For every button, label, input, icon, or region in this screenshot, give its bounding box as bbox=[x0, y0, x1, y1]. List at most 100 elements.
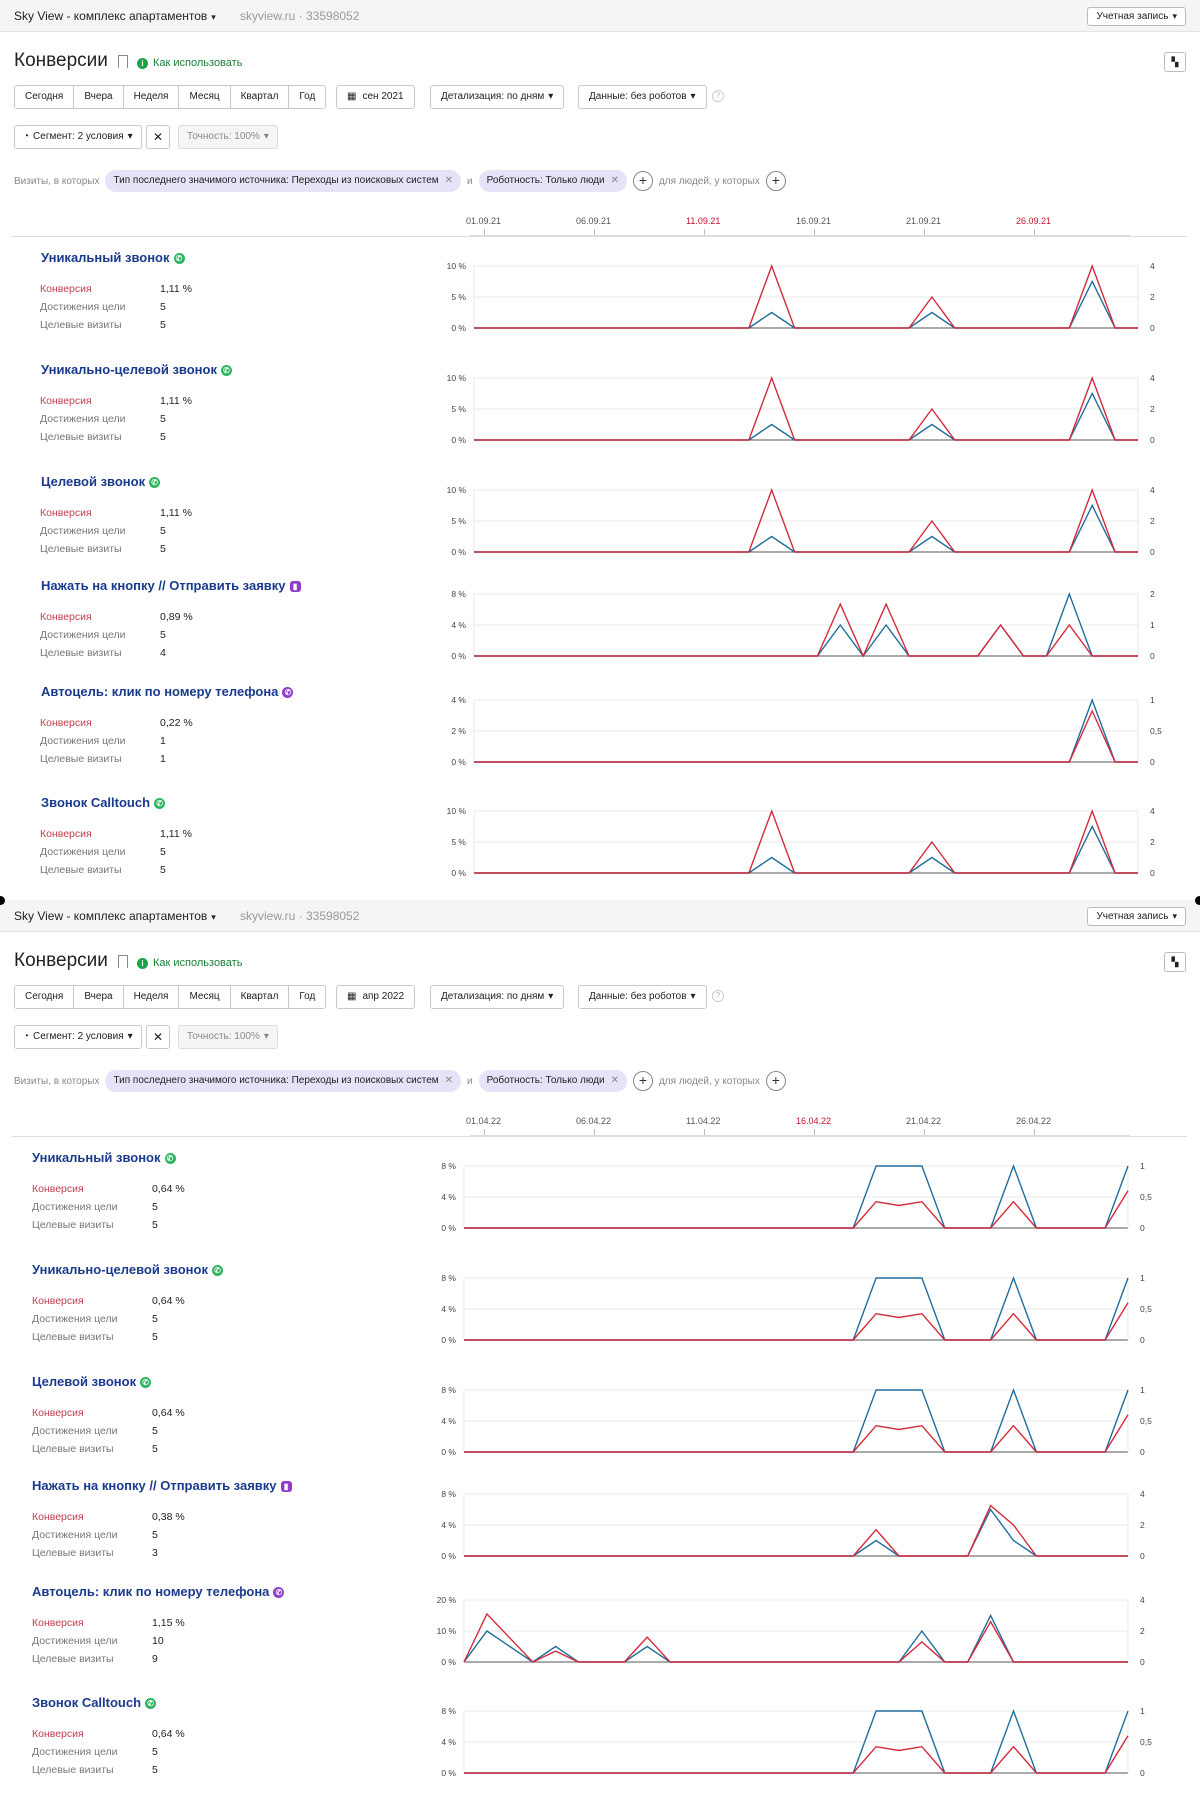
period-button[interactable]: Вчера bbox=[74, 86, 124, 108]
period-button[interactable]: Неделя bbox=[123, 86, 180, 108]
goal-reach-series-line bbox=[474, 824, 1138, 874]
detail-dropdown[interactable]: Детализация: по дням ▾ bbox=[430, 85, 565, 109]
period-button[interactable]: Вчера bbox=[74, 986, 124, 1008]
y-tick-left: 0 % bbox=[441, 1768, 456, 1778]
stat-row: Целевые визиты 5 bbox=[32, 1216, 185, 1234]
account-button[interactable]: Учетная запись ▾ bbox=[1087, 907, 1186, 926]
data-dropdown[interactable]: Данные: без роботов ▾ bbox=[578, 85, 707, 109]
close-icon[interactable]: ✕ bbox=[610, 175, 619, 186]
goal-stats: Конверсия 1,11 % Достижения цели 5 Целевые в… bbox=[40, 280, 192, 334]
period-button[interactable]: Месяц bbox=[179, 986, 231, 1008]
how-to-use-link[interactable]: i Как использовать bbox=[137, 957, 242, 969]
period-button[interactable]: Квартал bbox=[230, 986, 290, 1008]
axis-tick bbox=[924, 229, 925, 235]
add-people-condition-icon[interactable]: + bbox=[765, 171, 786, 191]
y-tick-left: 4 % bbox=[451, 695, 466, 705]
goal-name-link[interactable]: Нажать на кнопку // Отправить заявку ▮ bbox=[41, 578, 301, 593]
goal-name-link[interactable]: Нажать на кнопку // Отправить заявку ▮ bbox=[32, 1478, 292, 1493]
add-condition-icon[interactable]: + bbox=[632, 1071, 653, 1091]
close-icon[interactable]: ✕ bbox=[444, 1075, 454, 1086]
goal-name-link[interactable]: Уникально-целевой звонок ✆ bbox=[41, 362, 232, 377]
data-dropdown[interactable]: Данные: без роботов ▾ bbox=[578, 985, 707, 1009]
stat-label: Достижения цели bbox=[32, 1635, 118, 1647]
axis-tick bbox=[924, 1129, 925, 1135]
goal-stats: Конверсия 0,64 % Достижения цели 5 Целевые в… bbox=[32, 1725, 185, 1779]
stat-label: Целевые визиты bbox=[32, 1764, 114, 1776]
goal-name-link[interactable]: Автоцель: клик по номеру телефона ✆ bbox=[32, 1584, 285, 1599]
accuracy-dropdown[interactable]: Точность: 100% ▾ bbox=[178, 1025, 278, 1049]
date-range-button[interactable]: ▦ апр 2022 bbox=[336, 985, 416, 1009]
goal-name-link[interactable]: Звонок Calltouch ✆ bbox=[41, 795, 166, 810]
date-axis: 01.09.21 06.09.21 11.09.21 16.09.21 21.09.21… bbox=[466, 210, 1130, 236]
goal-name-link[interactable]: Целевой звонок ✆ bbox=[32, 1374, 152, 1389]
goal-name-link[interactable]: Уникальный звонок ✆ bbox=[32, 1150, 176, 1165]
goal-chart: 8 % 1 4 % 0,5 0 % 0 bbox=[420, 1158, 1180, 1236]
button-goal-icon: ▮ bbox=[280, 1481, 292, 1492]
y-tick-right: 2 bbox=[1150, 292, 1155, 302]
add-condition-icon[interactable]: + bbox=[632, 171, 653, 191]
stat-label: Целевые визиты bbox=[40, 647, 122, 659]
period-button[interactable]: Год bbox=[289, 986, 326, 1008]
filter-chip-source[interactable]: Тип последнего значимого источника: Пере… bbox=[105, 1070, 462, 1092]
stat-label: Достижения цели bbox=[32, 1425, 118, 1437]
period-button[interactable]: Сегодня bbox=[15, 86, 75, 108]
y-tick-left: 5 % bbox=[451, 292, 466, 302]
date-range-button[interactable]: ▦ сен 2021 bbox=[336, 85, 415, 109]
goal-chart: 10 % 4 5 % 2 0 % 0 bbox=[430, 258, 1190, 336]
close-icon[interactable]: ✕ bbox=[146, 1025, 170, 1049]
detail-label: Детализация: по дням bbox=[441, 91, 545, 102]
goal-stats: Конверсия 1,11 % Достижения цели 5 Целевые в… bbox=[40, 825, 192, 879]
goal-name-link[interactable]: Автоцель: клик по номеру телефона ✆ bbox=[41, 684, 294, 699]
site-selector[interactable]: Sky View - комплекс апартаментов ▾ bbox=[14, 9, 216, 23]
goal-block: Звонок Calltouch ✆ Конверсия 1,11 % Достижен… bbox=[0, 795, 1200, 905]
settings-toggle-icon[interactable]: ▚ bbox=[1164, 952, 1186, 972]
phone-goal-icon: ✆ bbox=[211, 1265, 223, 1276]
close-icon[interactable]: ✕ bbox=[444, 175, 454, 186]
goal-name-link[interactable]: Уникально-целевой звонок ✆ bbox=[32, 1262, 223, 1277]
stat-label: Целевые визиты bbox=[32, 1547, 114, 1559]
stat-value: 9 bbox=[152, 1653, 158, 1665]
y-tick-right: 4 bbox=[1150, 806, 1155, 816]
y-tick-right: 4 bbox=[1150, 485, 1155, 495]
segment-dropdown[interactable]: ◔ Сегмент: 2 условия ▾ bbox=[14, 1025, 142, 1049]
settings-toggle-icon[interactable]: ▚ bbox=[1164, 52, 1186, 72]
close-icon[interactable]: ✕ bbox=[146, 125, 170, 149]
segment-dropdown[interactable]: ◔ Сегмент: 2 условия ▾ bbox=[14, 125, 142, 149]
goal-chart: 8 % 4 4 % 2 0 % 0 bbox=[420, 1486, 1180, 1564]
bookmark-icon[interactable] bbox=[118, 55, 128, 68]
filter-chip-robots[interactable]: Роботность: Только люди ✕ bbox=[478, 170, 627, 192]
stat-label: Целевые визиты bbox=[40, 864, 122, 876]
goal-chart: 8 % 1 4 % 0,5 0 % 0 bbox=[420, 1703, 1180, 1781]
conversion-series-line bbox=[463, 1612, 1128, 1663]
period-button[interactable]: Квартал bbox=[230, 86, 290, 108]
y-tick-right: 1 bbox=[1140, 1273, 1145, 1283]
period-button[interactable]: Год bbox=[289, 86, 326, 108]
bookmark-icon[interactable] bbox=[118, 955, 128, 968]
period-button[interactable]: Месяц bbox=[179, 86, 231, 108]
period-button[interactable]: Неделя bbox=[123, 986, 180, 1008]
filter-chip-robots[interactable]: Роботность: Только люди ✕ bbox=[478, 1070, 627, 1092]
help-icon[interactable]: ? bbox=[712, 90, 724, 102]
button-goal-icon: ▮ bbox=[289, 581, 301, 592]
goal-name-link[interactable]: Звонок Calltouch ✆ bbox=[32, 1695, 157, 1710]
add-people-condition-icon[interactable]: + bbox=[765, 1071, 786, 1091]
account-button[interactable]: Учетная запись ▾ bbox=[1087, 7, 1186, 26]
detail-dropdown[interactable]: Детализация: по дням ▾ bbox=[430, 985, 565, 1009]
period-button[interactable]: Сегодня bbox=[15, 986, 75, 1008]
accuracy-dropdown[interactable]: Точность: 100% ▾ bbox=[178, 125, 278, 149]
close-icon[interactable]: ✕ bbox=[610, 1075, 619, 1086]
site-selector[interactable]: Sky View - комплекс апартаментов ▾ bbox=[14, 909, 216, 923]
how-to-use-link[interactable]: i Как использовать bbox=[137, 57, 242, 69]
goal-name-link[interactable]: Уникальный звонок ✆ bbox=[41, 250, 185, 265]
stat-row: Конверсия 0,64 % bbox=[32, 1180, 185, 1198]
stat-value: 5 bbox=[152, 1764, 158, 1776]
stat-label: Целевые визиты bbox=[40, 319, 122, 331]
help-icon[interactable]: ? bbox=[712, 990, 724, 1002]
calendar-icon: ▦ bbox=[347, 991, 357, 1002]
goal-name-link[interactable]: Целевой звонок ✆ bbox=[41, 474, 161, 489]
stat-value: 5 bbox=[160, 846, 166, 858]
filter-chip-source[interactable]: Тип последнего значимого источника: Пере… bbox=[105, 170, 462, 192]
stat-value: 0,64 % bbox=[152, 1407, 185, 1419]
stat-value: 1,11 % bbox=[160, 828, 192, 840]
y-tick-right: 0 bbox=[1140, 1447, 1145, 1457]
